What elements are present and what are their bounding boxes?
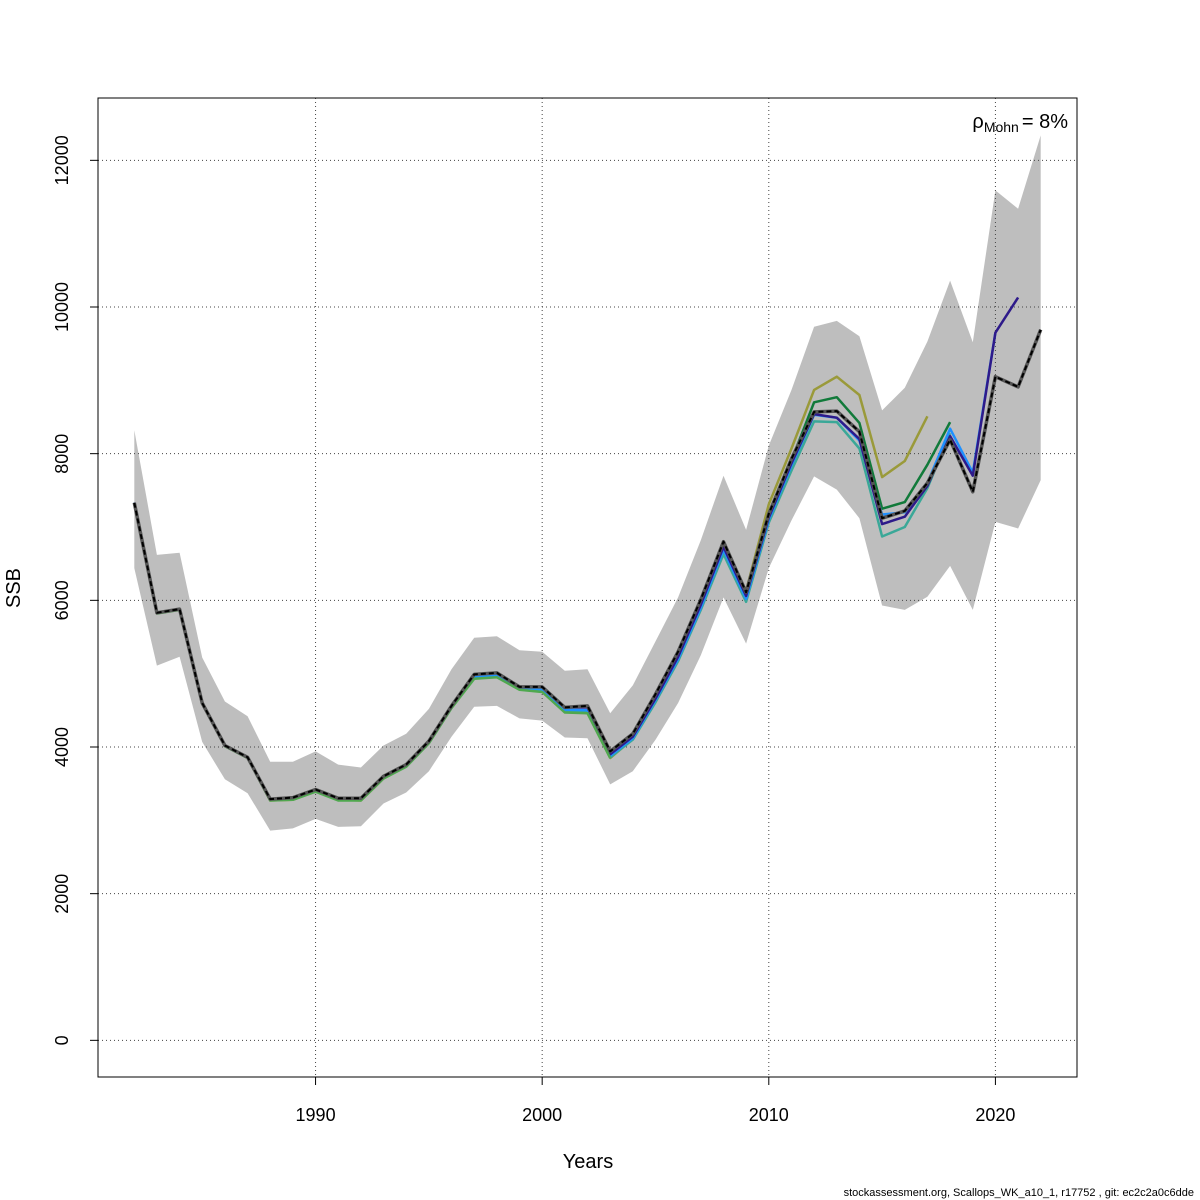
rho-subscript: Mohn — [984, 119, 1019, 135]
series-line-base — [133, 329, 1042, 801]
x-tick-label: 2020 — [975, 1105, 1015, 1125]
plot-frame — [97, 97, 1078, 1078]
x-axis-title: Years — [563, 1151, 613, 1173]
y-tick-label: 8000 — [52, 434, 72, 474]
rho-symbol: ρ — [972, 111, 983, 133]
confidence-band — [134, 135, 1041, 831]
y-axis-title: SSB — [3, 568, 25, 608]
y-tick-label: 2000 — [52, 874, 72, 914]
x-tick-label: 2010 — [749, 1105, 789, 1125]
confidence-band-layer — [134, 135, 1041, 831]
y-tick-label: 4000 — [52, 727, 72, 767]
rho-value: = 8% — [1022, 111, 1068, 133]
x-tick-label: 2000 — [522, 1105, 562, 1125]
x-axis-ticks: 1990 2000 2010 2020 — [296, 1077, 1015, 1125]
y-tick-label: 12000 — [52, 135, 72, 185]
series-layer — [132, 296, 1043, 802]
y-axis-ticks: 0 2000 4000 6000 8000 10000 12000 — [52, 135, 98, 1045]
y-tick-label: 0 — [52, 1035, 72, 1045]
y-tick-label: 6000 — [52, 580, 72, 620]
footer-credit: stockassessment.org, Scallops_WK_a10_1, … — [844, 1187, 1194, 1199]
x-tick-label: 1990 — [296, 1105, 336, 1125]
mohn-rho-annotation: ρMohn = 8% — [972, 111, 1068, 135]
y-tick-label: 10000 — [52, 282, 72, 332]
